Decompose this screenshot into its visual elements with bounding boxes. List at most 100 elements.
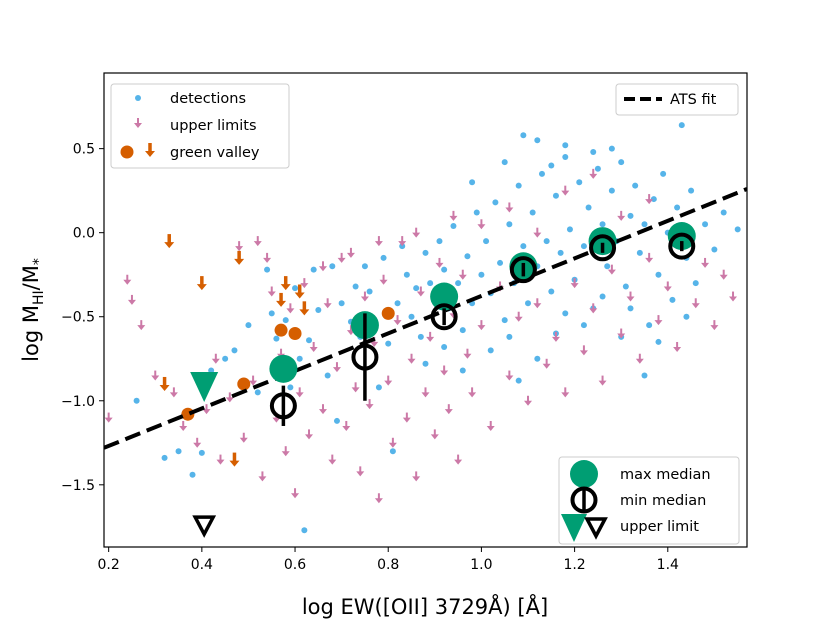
- upper-limit-arrow-head: [151, 375, 160, 381]
- detection-point: [403, 271, 410, 278]
- upper-limit-arrow-head: [332, 367, 341, 373]
- upper-limit-arrow: [435, 257, 444, 268]
- detection-point: [515, 377, 522, 384]
- upper-limit-arrow-head: [505, 375, 514, 381]
- detection-point: [487, 347, 494, 354]
- upper-limit-arrow-head: [645, 257, 654, 263]
- upper-limit-arrow-head: [379, 279, 388, 285]
- upper-limit-arrow: [402, 412, 411, 423]
- min-median-point: [430, 303, 458, 331]
- detection-point: [441, 343, 448, 350]
- legend-left: detections upper limits green valley: [110, 83, 290, 169]
- legend-upper-limit-filled-triangle: [561, 514, 587, 542]
- max-median-point: [588, 227, 617, 256]
- upper-limit-arrow-head: [524, 400, 533, 406]
- legend-min-median-marker: [570, 486, 598, 514]
- upper-limit-arrow-head: [477, 325, 486, 331]
- upper-limit-arrow-head: [305, 434, 314, 440]
- green-valley-arrow: [280, 276, 291, 291]
- green-valley-arrow-head: [164, 242, 175, 249]
- detection-point: [702, 221, 709, 228]
- detection-point: [501, 317, 508, 324]
- green-valley-arrow-head: [159, 384, 170, 391]
- upper-limit-arrow: [663, 281, 672, 292]
- detection-point: [599, 221, 606, 228]
- upper-limit-arrow-head: [463, 353, 472, 359]
- upper-limit-arrow-head: [300, 283, 309, 289]
- legend-max-median-marker: [570, 460, 598, 488]
- detection-point: [552, 192, 559, 199]
- detection-point: [566, 226, 573, 233]
- legend-green-valley-dot: [120, 145, 134, 159]
- detection-point: [506, 333, 513, 340]
- upper-limit-arrow: [309, 341, 318, 352]
- green-valley-dot: [274, 323, 288, 337]
- detection-point: [683, 313, 690, 320]
- detection-point: [562, 310, 569, 317]
- green-valley-arrow-head: [229, 460, 240, 467]
- detection-point: [548, 162, 555, 169]
- legend-upper-limits-label: upper limits: [170, 118, 257, 134]
- upper-limit-arrow: [258, 471, 267, 482]
- detection-point: [548, 288, 555, 295]
- detection-point: [366, 288, 373, 295]
- detection-point: [333, 417, 340, 424]
- detection-point: [669, 296, 676, 303]
- legend-upper-arrow: [134, 118, 142, 128]
- legend-ats-fit-label: ATS fit: [670, 92, 717, 108]
- y-tick-label: −1.5: [61, 478, 95, 494]
- upper-limit-arrow-head: [477, 224, 486, 230]
- detection-point: [469, 179, 476, 186]
- upper-limit-arrow-head: [253, 241, 262, 247]
- upper-limit-arrow: [305, 429, 314, 440]
- green-valley-dot: [237, 377, 251, 391]
- detection-point: [525, 300, 532, 307]
- detection-point: [375, 384, 382, 391]
- upper-limit-arrow: [253, 236, 262, 247]
- detection-point: [520, 132, 527, 139]
- y-axis-label: log MHI/M*: [19, 258, 47, 362]
- upper-limit-arrow: [477, 320, 486, 331]
- upper-limit-arrow-head: [533, 232, 542, 238]
- max-median-point: [430, 282, 459, 311]
- upper-limit-arrow-head: [430, 434, 439, 440]
- upper-limit-arrow: [342, 420, 351, 431]
- detection-point: [478, 271, 485, 278]
- detection-point: [273, 335, 280, 342]
- upper-limit-arrow: [673, 341, 682, 352]
- legend-detections-marker: [135, 95, 141, 101]
- detection-point: [720, 209, 727, 216]
- upper-limit-arrow: [645, 194, 654, 205]
- detection-point: [268, 310, 275, 317]
- upper-limit-arrow-head: [635, 358, 644, 364]
- detection-point: [427, 280, 434, 287]
- green-valley-arrow: [196, 276, 207, 291]
- upper-limit-arrow: [179, 420, 188, 431]
- x-axis-label: log EW([OII] 3729Å) [Å]: [302, 593, 548, 619]
- detection-point: [417, 333, 424, 340]
- upper-limit-arrow-head: [388, 442, 397, 448]
- upper-limit-arrow: [505, 370, 514, 381]
- detection-point: [245, 322, 252, 329]
- detection-point: [641, 221, 648, 228]
- upper-limit-arrow: [286, 303, 295, 314]
- upper-limit-arrow: [398, 236, 407, 247]
- detection-point: [562, 154, 569, 161]
- detection-point: [646, 322, 653, 329]
- detection-point: [590, 149, 597, 155]
- upper-limit-arrow-head: [449, 215, 458, 221]
- upper-limit-arrow: [524, 395, 533, 406]
- legend-upper-arrow-head: [134, 123, 142, 128]
- upper-limit-arrow-head: [137, 325, 146, 331]
- detection-point: [688, 187, 695, 194]
- y-tick-label: −1.0: [61, 394, 95, 410]
- legend-green-valley-label: green valley: [170, 145, 260, 161]
- upper-limit-arrow-head: [263, 257, 272, 263]
- detection-point: [576, 179, 583, 186]
- upper-limit-arrow: [626, 291, 635, 302]
- min-median-point: [351, 343, 379, 371]
- upper-limit-arrow-head: [295, 392, 304, 398]
- detection-point: [198, 449, 205, 456]
- detection-point: [231, 347, 238, 354]
- legend-upper-limit-label: upper limit: [620, 519, 699, 535]
